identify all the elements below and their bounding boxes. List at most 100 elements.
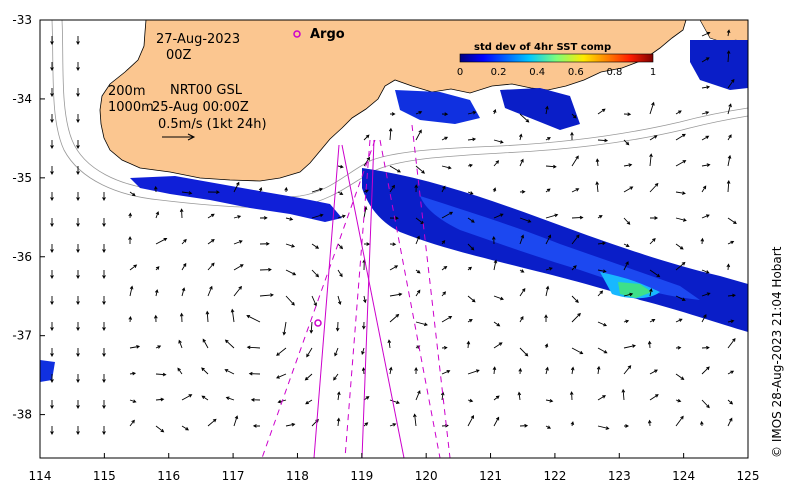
current-arrow bbox=[205, 310, 210, 323]
current-arrow bbox=[545, 213, 559, 219]
y-tick-label: -35 bbox=[12, 171, 32, 185]
current-arrow bbox=[181, 238, 187, 245]
current-arrow bbox=[467, 414, 474, 427]
x-tick-label: 123 bbox=[608, 469, 631, 483]
current-arrow bbox=[623, 424, 630, 428]
current-arrow bbox=[389, 265, 399, 271]
current-arrow bbox=[727, 154, 732, 167]
current-arrow bbox=[387, 339, 392, 349]
current-arrow bbox=[493, 342, 503, 349]
colorbar-ticks: 0 0.2 0.4 0.6 0.8 1 bbox=[457, 67, 656, 78]
current-arrow bbox=[224, 339, 235, 349]
current-arrow bbox=[623, 344, 636, 349]
current-arrow bbox=[76, 140, 80, 149]
x-tick-label: 122 bbox=[543, 469, 566, 483]
y-tick-label: -34 bbox=[12, 92, 32, 106]
current-arrow bbox=[207, 262, 215, 271]
current-arrow bbox=[493, 395, 500, 401]
current-arrow bbox=[276, 373, 287, 379]
current-arrow bbox=[128, 315, 133, 323]
current-arrow bbox=[155, 397, 165, 402]
current-arrow bbox=[388, 366, 393, 375]
current-arrow bbox=[258, 187, 263, 193]
current-arrow bbox=[153, 185, 158, 193]
track-dashed-3 bbox=[411, 124, 451, 458]
current-arrow bbox=[50, 400, 54, 409]
satellite-tracks bbox=[261, 124, 451, 458]
current-arrow bbox=[493, 213, 504, 219]
current-arrow bbox=[311, 187, 324, 193]
current-arrow bbox=[727, 417, 733, 427]
current-arrow bbox=[727, 217, 737, 224]
current-arrow bbox=[155, 345, 162, 349]
current-arrow bbox=[571, 215, 584, 220]
current-arrow bbox=[76, 322, 80, 331]
current-arrow bbox=[50, 88, 54, 97]
current-arrow bbox=[727, 240, 735, 245]
current-arrow bbox=[181, 287, 186, 297]
current-arrow bbox=[361, 347, 365, 355]
current-arrow bbox=[700, 237, 705, 245]
current-arrow bbox=[248, 371, 261, 376]
colorbar-tick-label: 0.4 bbox=[529, 67, 545, 78]
current-arrow bbox=[259, 241, 270, 246]
colorbar-title: std dev of 4hr SST comp bbox=[474, 42, 611, 53]
current-arrow bbox=[545, 234, 552, 245]
current-arrow bbox=[177, 367, 183, 375]
current-arrow bbox=[467, 295, 476, 303]
colorbar-tick-label: 0 bbox=[457, 67, 463, 78]
current-arrow bbox=[179, 208, 184, 219]
current-arrow bbox=[647, 340, 652, 349]
track-dashed-2 bbox=[344, 139, 371, 458]
current-arrow bbox=[571, 312, 581, 323]
current-arrow bbox=[545, 285, 550, 297]
current-arrow bbox=[597, 241, 607, 246]
current-arrow bbox=[252, 424, 261, 428]
current-arrow bbox=[129, 191, 136, 197]
current-arrow bbox=[441, 185, 446, 193]
current-arrow bbox=[76, 374, 80, 383]
current-arrow bbox=[311, 213, 324, 219]
current-arrow bbox=[415, 390, 421, 401]
current-arrow bbox=[441, 240, 446, 245]
current-arrow bbox=[675, 133, 686, 141]
current-arrow bbox=[597, 269, 607, 273]
current-arrow bbox=[675, 295, 686, 301]
current-arrow bbox=[102, 218, 106, 227]
current-arrow bbox=[701, 185, 707, 193]
current-arrow bbox=[414, 367, 418, 375]
current-arrow bbox=[155, 237, 168, 245]
current-arrow bbox=[389, 242, 397, 247]
current-arrow bbox=[570, 366, 575, 375]
current-arrow bbox=[415, 321, 428, 327]
y-tick-label: -37 bbox=[12, 329, 32, 343]
current-arrow bbox=[675, 318, 683, 323]
current-arrow bbox=[129, 419, 135, 427]
current-arrow bbox=[102, 374, 106, 383]
current-arrow bbox=[361, 367, 366, 375]
current-arrow bbox=[233, 215, 242, 219]
current-arrow bbox=[389, 399, 400, 405]
current-arrow bbox=[128, 236, 132, 245]
current-arrow bbox=[517, 391, 522, 401]
current-arrow bbox=[467, 319, 473, 323]
current-arrow bbox=[207, 239, 215, 245]
current-arrow bbox=[309, 321, 314, 334]
x-tick-label: 117 bbox=[222, 469, 245, 483]
current-arrow bbox=[519, 316, 524, 323]
current-arrow bbox=[76, 192, 80, 201]
current-arrow bbox=[649, 216, 659, 220]
current-arrow bbox=[207, 418, 217, 427]
current-arrow bbox=[727, 370, 735, 375]
current-arrow bbox=[467, 110, 477, 115]
current-arrow bbox=[597, 215, 603, 219]
current-arrow bbox=[727, 338, 736, 349]
current-arrow bbox=[337, 391, 341, 401]
current-arrow bbox=[334, 347, 339, 357]
current-arrow bbox=[76, 88, 80, 97]
current-arrow bbox=[311, 243, 320, 249]
current-arrow bbox=[492, 366, 497, 375]
current-arrow bbox=[647, 419, 652, 427]
current-arrow bbox=[519, 158, 524, 167]
current-arrow bbox=[304, 373, 313, 381]
